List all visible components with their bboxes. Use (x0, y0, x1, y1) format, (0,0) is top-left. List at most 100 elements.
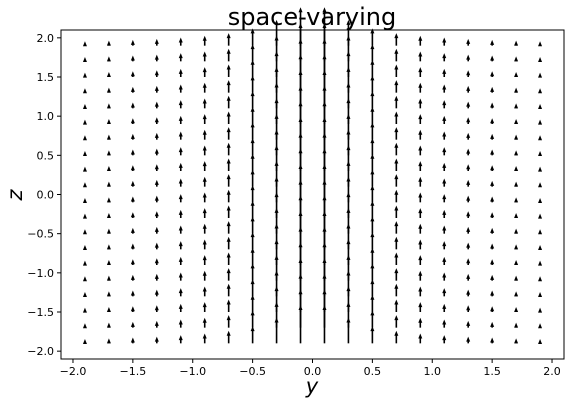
quiver-arrow (178, 225, 183, 234)
quiver-arrow (226, 189, 231, 203)
quiver-arrow (106, 71, 111, 77)
quiver-arrow (226, 64, 231, 77)
quiver-arrow (370, 28, 375, 46)
quiver-arrow (178, 256, 183, 265)
quiver-arrow (394, 95, 399, 109)
quiver-arrow (202, 286, 207, 297)
quiver-arrow (322, 7, 327, 46)
quiver-arrow (538, 88, 543, 94)
quiver-arrow (178, 288, 183, 297)
quiver-arrow (490, 259, 495, 265)
quiver-arrow (466, 211, 471, 218)
quiver-arrow (370, 91, 375, 109)
quiver-arrow (418, 145, 423, 156)
y-tick-label: 1.5 (37, 71, 55, 84)
quiver-arrow (154, 179, 159, 187)
quiver-arrow (490, 337, 495, 344)
quiver-arrow (538, 119, 543, 125)
quiver-arrow (250, 28, 255, 46)
quiver-arrow (106, 40, 111, 46)
x-tick-label: 2.0 (543, 365, 561, 378)
quiver-arrow (202, 333, 207, 344)
y-tick-label: −2.0 (27, 345, 54, 358)
quiver-arrow (178, 147, 183, 156)
quiver-arrow (82, 103, 87, 109)
x-tick-label: 0.5 (364, 365, 382, 378)
x-tick-label: −2.0 (60, 365, 87, 378)
quiver-arrow (202, 82, 207, 93)
quiver-arrow (154, 258, 159, 265)
quiver-arrow (130, 149, 135, 156)
quiver-arrow (370, 310, 375, 328)
quiver-arrow (130, 212, 135, 218)
quiver-arrow (106, 134, 111, 140)
x-axis-label: y (305, 374, 319, 398)
quiver-arrow (538, 150, 543, 156)
quiver-arrow (250, 216, 255, 234)
quiver-arrow (490, 321, 495, 328)
y-tick-label: 2.0 (37, 32, 55, 45)
quiver-arrow (466, 273, 471, 281)
quiver-arrow (394, 236, 399, 250)
quiver-arrow (466, 258, 471, 265)
quiver-arrow (154, 70, 159, 77)
quiver-arrow (442, 53, 447, 62)
quiver-arrow (82, 229, 87, 235)
quiver-arrow (418, 67, 423, 77)
quiver-arrow (82, 276, 87, 282)
quiver-arrow (226, 142, 231, 156)
quiver-arrow (394, 127, 399, 140)
quiver-arrow (370, 294, 375, 312)
quiver-arrow (82, 260, 87, 266)
quiver-arrow (250, 326, 255, 344)
quiver-arrow (154, 273, 159, 281)
plot-frame (60, 29, 565, 360)
quiver-arrow (370, 216, 375, 234)
quiver-arrow (538, 197, 543, 203)
quiver-arrow (226, 111, 231, 124)
quiver-arrow (82, 150, 87, 156)
quiver-arrow (250, 169, 255, 187)
quiver-arrow (514, 181, 519, 187)
quiver-arrow (466, 305, 471, 312)
quiver-arrow (202, 317, 207, 328)
quiver-arrow (250, 294, 255, 312)
quiver-arrow (418, 51, 423, 62)
quiver-arrow (394, 252, 399, 265)
quiver-arrow (418, 176, 423, 187)
quiver-arrow (154, 148, 159, 156)
quiver-arrow (418, 114, 423, 124)
quiver-arrow (178, 68, 183, 77)
quiver-arrow (538, 72, 543, 78)
quiver-arrow (250, 75, 255, 93)
quiver-arrow (466, 54, 471, 62)
quiver-arrow (514, 40, 519, 46)
quiver-arrow (538, 338, 543, 344)
quiver-arrow (538, 56, 543, 62)
quiver-arrow (154, 211, 159, 218)
quiver-arrow (130, 306, 135, 312)
quiver-arrow (466, 117, 471, 124)
quiver-arrow (538, 135, 543, 141)
quiver-arrow (250, 122, 255, 140)
quiver-arrow (514, 87, 519, 93)
quiver-arrow (490, 102, 495, 109)
quiver-arrow (490, 212, 495, 218)
quiver-arrow (154, 54, 159, 62)
quiver-arrow (418, 270, 423, 281)
quiver-arrow (394, 142, 399, 156)
quiver-arrow (514, 71, 519, 77)
quiver-arrow (106, 150, 111, 156)
quiver-arrow (106, 56, 111, 62)
quiver-arrow (154, 320, 159, 328)
quiver-arrow (106, 275, 111, 281)
quiver-arrow (250, 185, 255, 203)
quiver-arrow (106, 212, 111, 218)
quiver-arrow (82, 72, 87, 78)
x-axis: −2.0 −1.5 −1.0 −0.5 0.0 0.5 1.0 1.5 2.0 (60, 359, 561, 378)
quiver-arrow (274, 19, 279, 46)
quiver-arrow (130, 39, 135, 46)
quiver-arrow (442, 194, 447, 203)
quiver-arrow (82, 182, 87, 188)
quiver-arrow (82, 119, 87, 125)
